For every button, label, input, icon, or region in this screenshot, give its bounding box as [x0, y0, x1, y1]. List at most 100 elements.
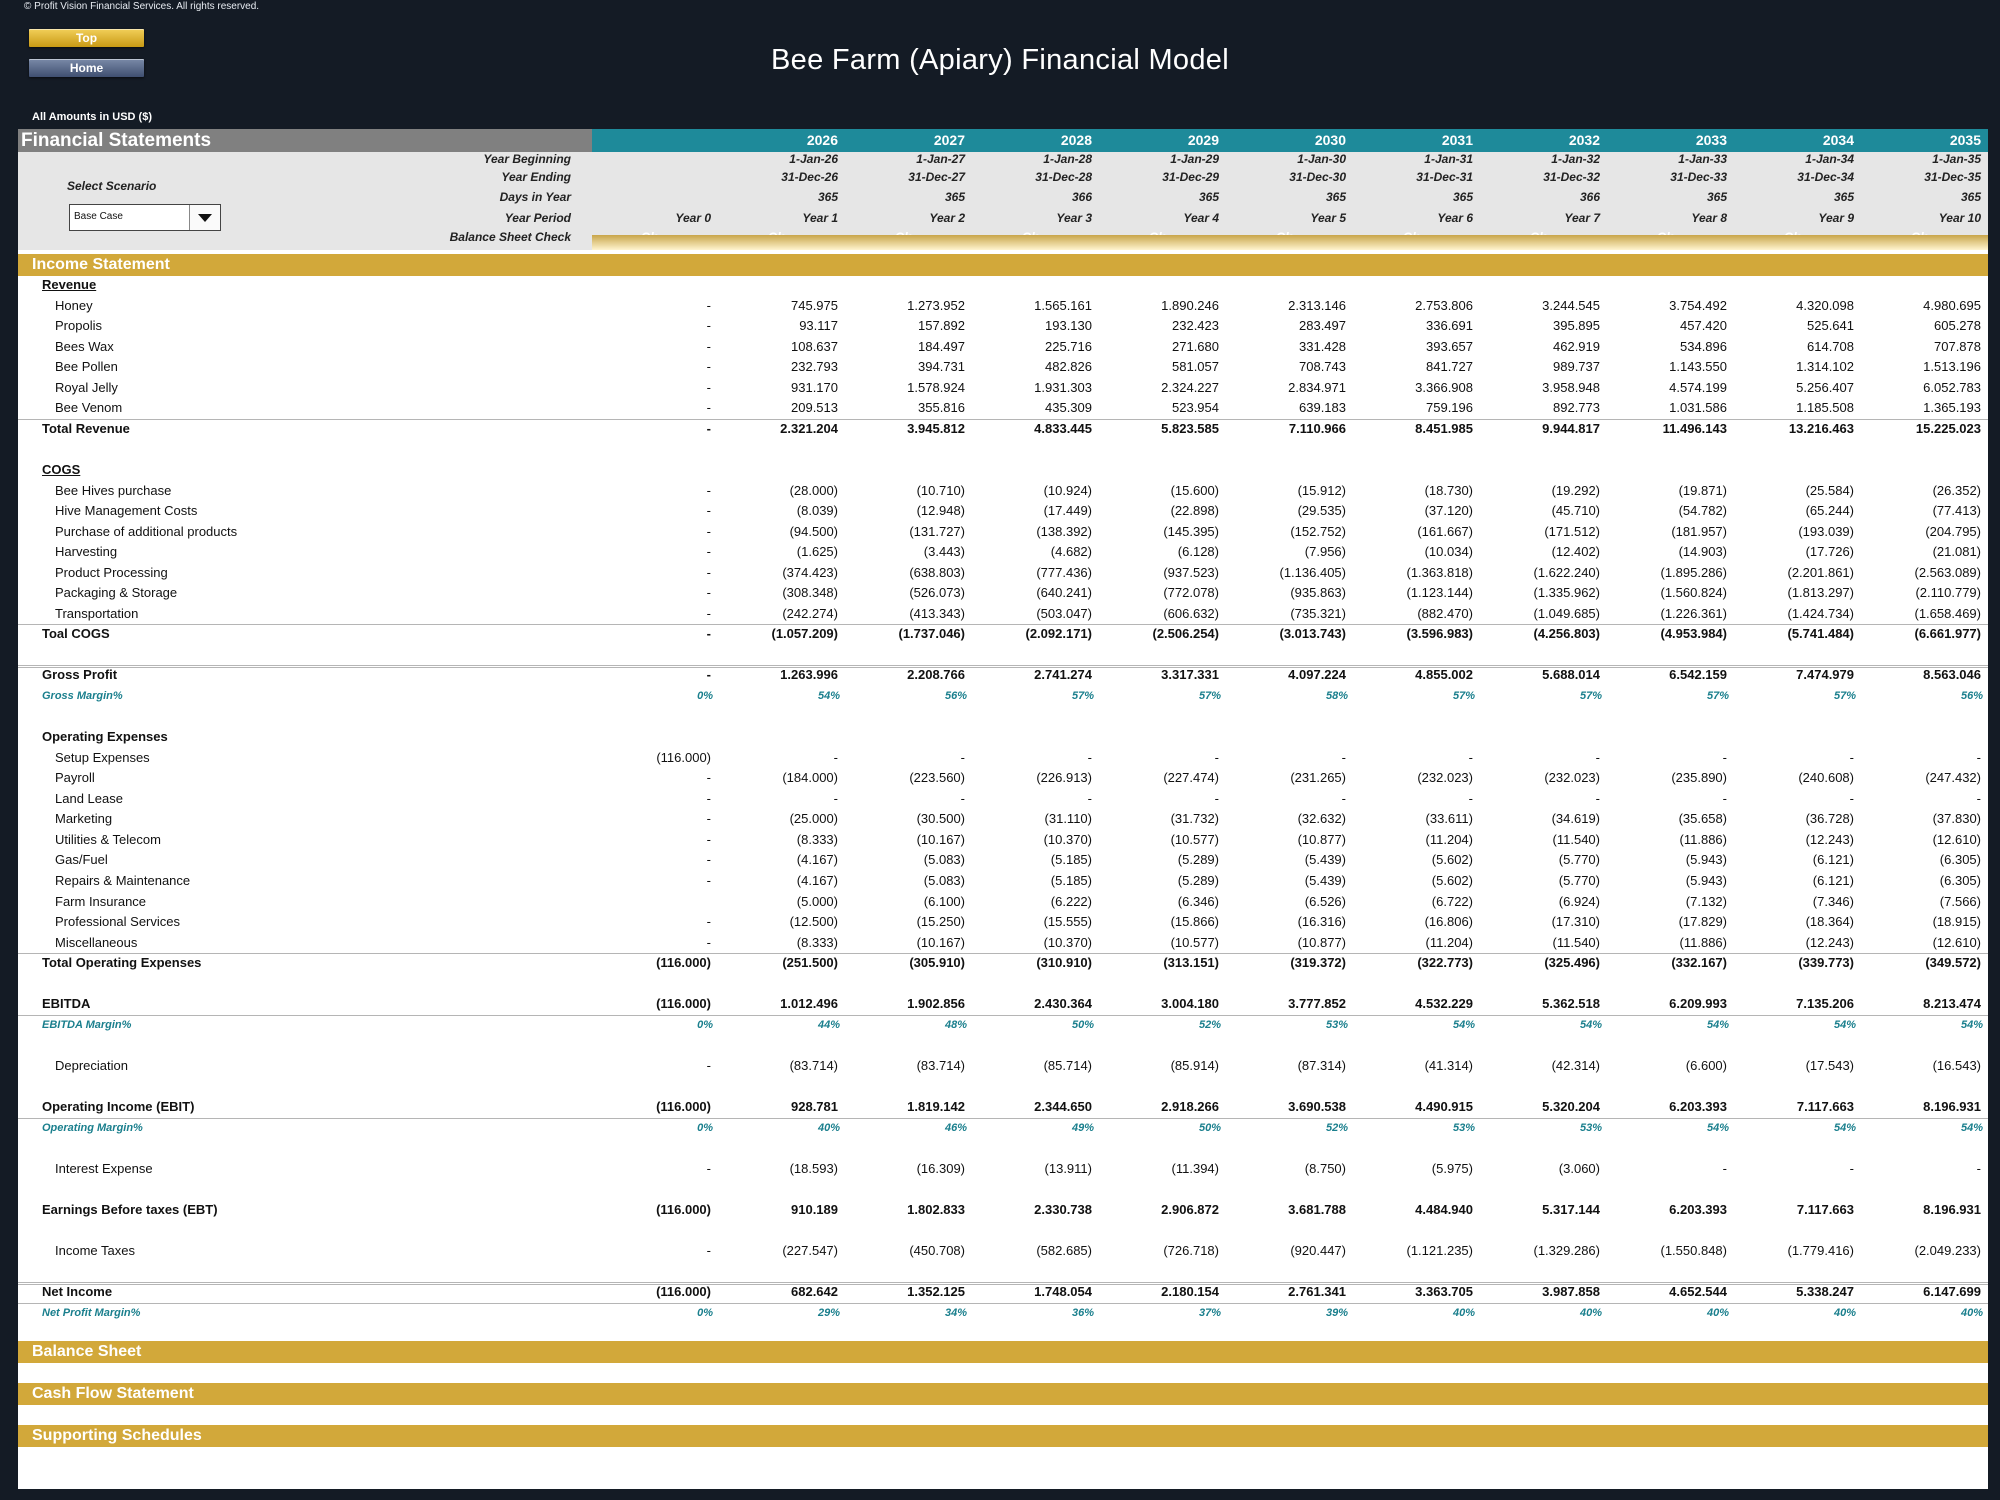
table-cell: 1.513.196 [1923, 359, 1981, 375]
table-cell: - [1849, 1160, 1854, 1176]
table-cell: - [1722, 790, 1727, 806]
table-row: EBITDA Margin% 0% 44% 48% 50% 52% 53% 54% 54% 54%… [18, 1016, 1988, 1036]
table-cell: 6.203.393 [1669, 1201, 1727, 1217]
year-header-2033: 2033 [1695, 132, 1727, 148]
table-cell: (11.886) [1679, 831, 1727, 847]
table-cell: (19.871) [1678, 482, 1727, 498]
table-cell: (184.000) [782, 770, 838, 786]
table-cell: 331.428 [1299, 338, 1346, 354]
table-cell: (231.265) [1290, 770, 1346, 786]
table-cell: (5.741.484) [1787, 626, 1855, 642]
table-cell: (41.314) [1424, 1057, 1473, 1073]
table-row: Earnings Before taxes (EBT) (116.000) 910.… [18, 1201, 1988, 1221]
row-label: Total Operating Expenses [42, 955, 202, 971]
table-cell: (31.732) [1170, 811, 1219, 827]
table-row: Operating Expenses [18, 728, 1988, 748]
year-ending-value: 31-Dec-34 [1797, 170, 1854, 184]
table-cell: (31.110) [1044, 811, 1092, 827]
table-cell: 271.680 [1172, 338, 1219, 354]
row-label: Marketing [55, 811, 113, 827]
row-label: Harvesting [55, 544, 118, 560]
table-cell: (1.363.818) [1406, 564, 1474, 580]
table-cell: 1.802.833 [907, 1201, 965, 1217]
table-cell: 56% [944, 690, 967, 702]
home-button[interactable]: Home [29, 59, 144, 77]
table-cell: - [706, 318, 711, 334]
table-cell: 7.117.663 [1796, 1099, 1854, 1114]
year-header-2029: 2029 [1187, 132, 1219, 148]
scenario-dropdown[interactable]: Base Case [69, 204, 221, 231]
table-cell: (12.243) [1805, 934, 1854, 950]
days-value: 365 [1198, 190, 1219, 204]
table-cell: 49% [1071, 1121, 1094, 1134]
table-cell: - [706, 770, 711, 786]
blank-row [18, 708, 1988, 728]
supporting-schedules-header[interactable]: Supporting Schedules [18, 1425, 1988, 1447]
income-statement-header[interactable]: Income Statement [18, 254, 1988, 276]
table-cell: - [706, 934, 711, 950]
table-cell: 2.761.341 [1288, 1283, 1346, 1299]
cash-flow-header[interactable]: Cash Flow Statement [18, 1383, 1988, 1405]
table-cell: (37.120) [1424, 503, 1473, 519]
balance-sheet-header[interactable]: Balance Sheet [18, 1341, 1988, 1363]
table-cell: (18.593) [789, 1160, 838, 1176]
table-cell: (204.795) [1925, 523, 1981, 539]
top-button[interactable]: Top [29, 29, 144, 47]
year-beginning-value: 1-Jan-32 [1551, 152, 1600, 166]
table-cell: 57% [1071, 690, 1094, 702]
row-divider [18, 1014, 1988, 1016]
table-cell: (54.782) [1678, 503, 1727, 519]
table-cell: 457.420 [1680, 318, 1727, 334]
row-divider [18, 665, 1988, 669]
table-cell: (5.602) [1431, 852, 1473, 868]
row-label: Propolis [55, 318, 102, 334]
table-cell: - [706, 379, 711, 395]
table-cell: 1.748.054 [1034, 1283, 1092, 1299]
periods-value: Year 1 [802, 211, 838, 225]
balance-sheet-title: Balance Sheet [32, 1343, 142, 1360]
dropdown-arrow-button[interactable] [189, 205, 220, 230]
table-cell: (413.343) [909, 605, 965, 621]
table-cell: (4.256.803) [1533, 626, 1601, 642]
table-row: Harvesting - (1.625) (3.443) (4.682) (6.128) (… [18, 543, 1988, 563]
row-label: Product Processing [55, 564, 168, 580]
amounts-note: All Amounts in USD ($) [32, 111, 152, 123]
table-cell: (2.092.171) [1025, 626, 1093, 642]
table-cell: (8.333) [796, 831, 838, 847]
blank-row [18, 1262, 1988, 1282]
table-cell: 4.532.229 [1415, 996, 1473, 1012]
table-cell: (10.370) [1043, 934, 1092, 950]
table-cell: (450.708) [909, 1242, 965, 1258]
table-cell: (223.560) [909, 770, 965, 786]
row-label: Depreciation [55, 1057, 128, 1073]
row-label: EBITDA [42, 996, 91, 1012]
table-cell: 52% [1325, 1121, 1348, 1134]
table-cell: 5.338.247 [1796, 1283, 1854, 1299]
table-cell: (83.714) [789, 1057, 838, 1073]
table-cell: 54% [1579, 1018, 1602, 1031]
table-cell: (6.924) [1558, 893, 1600, 909]
days-value: 366 [1579, 190, 1600, 204]
table-cell: (5.083) [923, 852, 965, 868]
table-cell: - [1087, 790, 1092, 806]
row-label: Miscellaneous [55, 934, 138, 950]
table-cell: (15.250) [916, 914, 965, 930]
income-statement-title: Income Statement [32, 256, 170, 273]
table-cell: 1.012.496 [780, 996, 838, 1012]
table-cell: (12.610) [1932, 831, 1981, 847]
table-cell: (882.470) [1417, 605, 1473, 621]
table-cell: 5.688.014 [1542, 667, 1600, 683]
table-cell: - [1341, 790, 1346, 806]
table-cell: (503.047) [1036, 605, 1092, 621]
table-cell: 5.256.407 [1796, 379, 1854, 395]
table-cell: 3.363.705 [1415, 1283, 1473, 1299]
table-cell: 3.004.180 [1161, 996, 1219, 1012]
row-label: Revenue [42, 277, 97, 292]
financial-statements-sheet: Financial Statements 2026 2027 2028 2029 203… [18, 129, 1988, 1489]
table-cell: (235.890) [1671, 770, 1727, 786]
table-cell: (638.803) [909, 564, 965, 580]
table-row: Net Profit Margin% 0% 29% 34% 36% 37% 39% 40% 40… [18, 1304, 1988, 1324]
table-cell: 0% [697, 1121, 713, 1134]
table-cell: 11.496.143 [1662, 420, 1727, 436]
row-label: Net Profit Margin% [42, 1306, 141, 1319]
